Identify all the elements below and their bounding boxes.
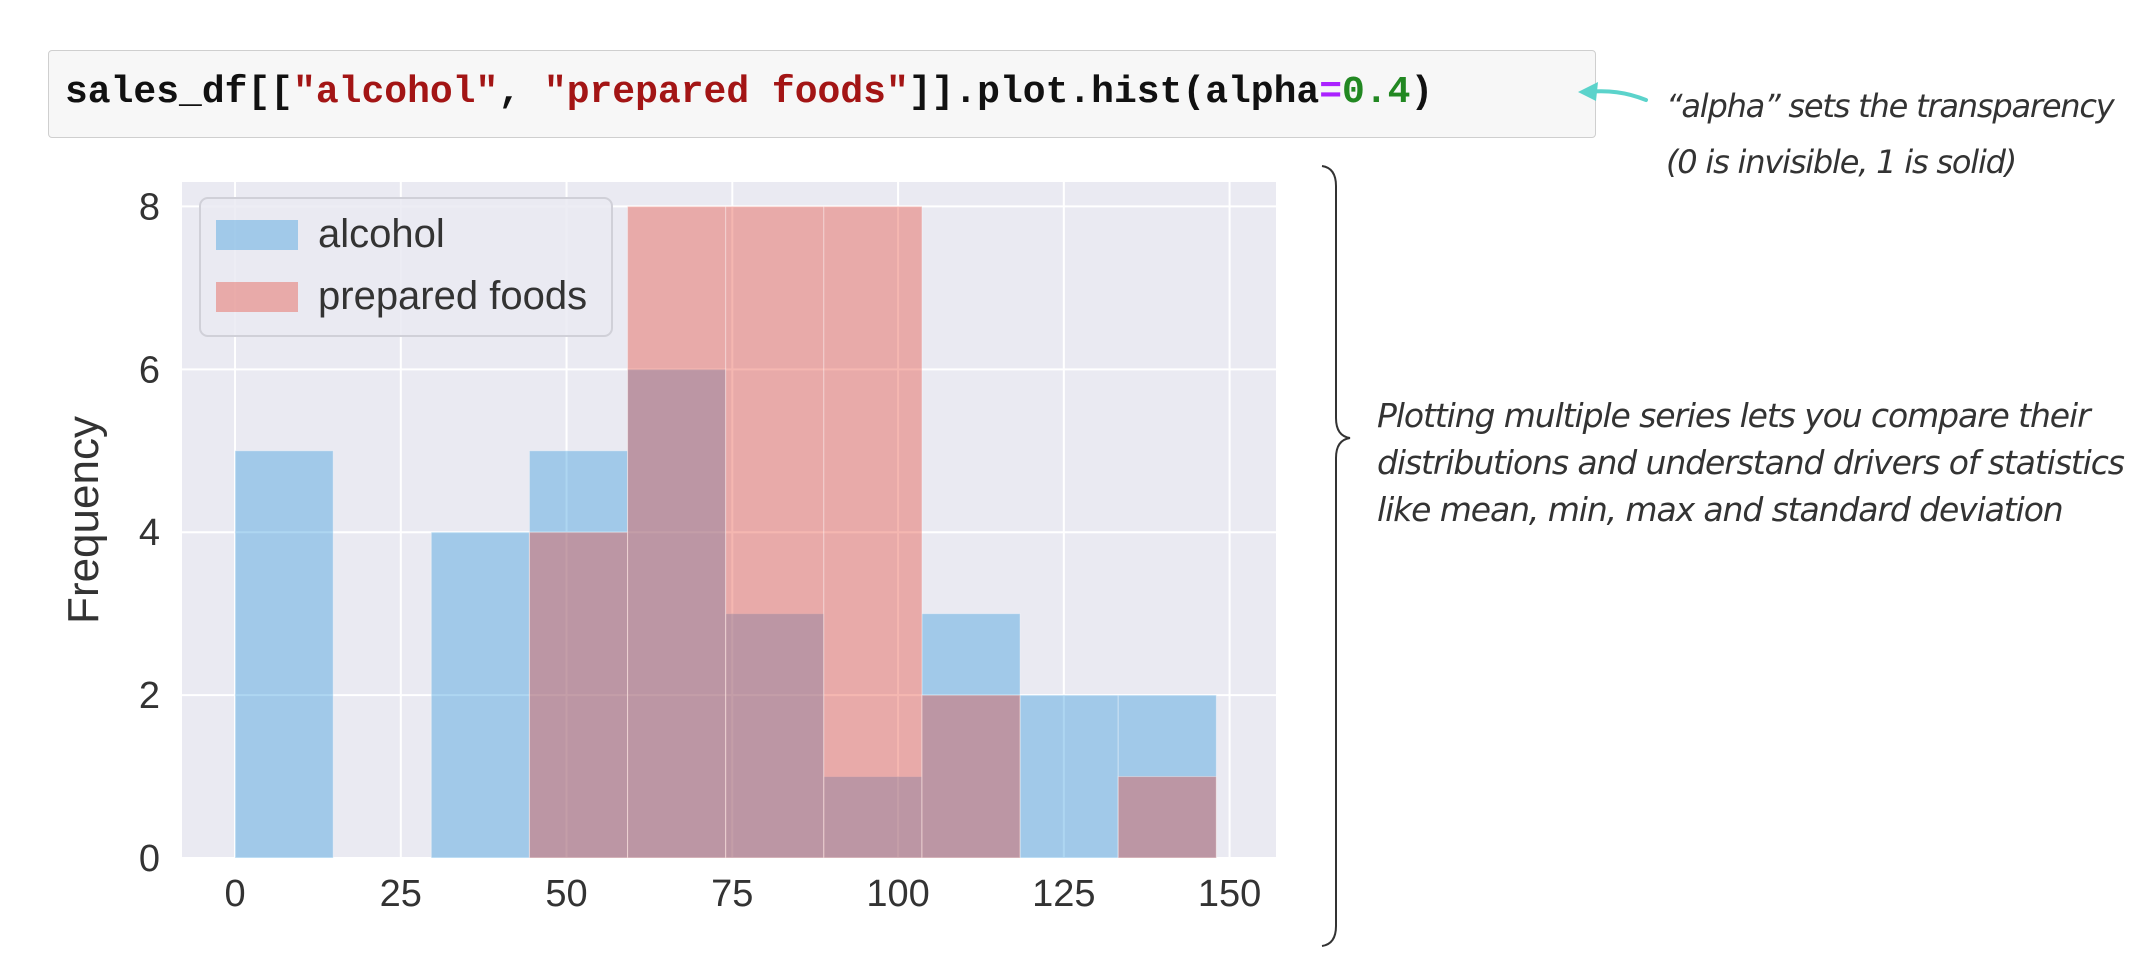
x-tick-label: 75 — [711, 873, 753, 915]
legend: alcohol prepared foods — [199, 197, 613, 337]
histogram-bar — [234, 450, 334, 859]
histogram-bar — [627, 368, 727, 859]
y-axis-ticks: 0 2 4 6 8 — [139, 186, 160, 880]
histogram-bar — [1117, 776, 1217, 859]
histogram-bar — [823, 776, 923, 859]
histogram-bar — [921, 613, 1021, 859]
code-method-call: ]].plot.hist( — [908, 71, 1206, 114]
legend-swatch — [216, 282, 298, 312]
y-tick-label: 6 — [139, 349, 160, 391]
alpha-note-line: (0 is invisible, 1 is solid) — [1666, 143, 2017, 181]
compare-note-line: Plotting multiple series lets you compar… — [1377, 396, 2091, 435]
histogram-bar — [921, 694, 1021, 859]
compare-note-line: like mean, min, max and standard deviati… — [1377, 490, 2064, 529]
code-close-paren: ) — [1410, 71, 1434, 114]
histogram-bar — [823, 205, 923, 859]
y-tick-label: 0 — [139, 838, 160, 880]
x-tick-label: 125 — [1032, 873, 1095, 915]
legend-swatch — [216, 220, 298, 250]
y-tick-label: 4 — [139, 512, 160, 554]
code-operator: = — [1319, 71, 1343, 114]
histogram-bar — [725, 613, 825, 859]
code-open-brackets: [[ — [247, 71, 294, 114]
histogram-bars — [234, 205, 1217, 859]
x-tick-label: 150 — [1198, 873, 1261, 915]
legend-label: alcohol — [318, 212, 445, 256]
x-tick-label: 50 — [545, 873, 587, 915]
y-tick-label: 8 — [139, 186, 160, 228]
histogram-bar — [1019, 694, 1119, 859]
teal-arrow-head-icon — [1578, 82, 1598, 101]
x-tick-label: 25 — [380, 873, 422, 915]
code-variable: sales_df — [65, 71, 248, 114]
code-separator: , — [498, 71, 544, 114]
x-tick-label: 0 — [224, 873, 245, 915]
histogram-bar — [1117, 694, 1217, 859]
histogram-bar — [528, 450, 629, 859]
histogram-bar — [528, 531, 629, 859]
code-number: 0.4 — [1342, 71, 1411, 114]
alpha-note-line: “alpha” sets the transparency — [1666, 87, 2115, 125]
code-cell[interactable]: sales_df[["alcohol", "prepared foods"]].… — [48, 50, 1596, 138]
compare-note-line: distributions and understand drivers of … — [1377, 443, 2125, 482]
legend-box — [199, 197, 613, 337]
code-line: sales_df[["alcohol", "prepared foods"]].… — [65, 71, 1433, 115]
y-tick-label: 2 — [139, 675, 160, 717]
x-axis-ticks: 0 25 50 75 100 125 150 — [224, 873, 1261, 915]
code-string-prepared-foods: "prepared foods" — [543, 71, 909, 114]
legend-label: prepared foods — [318, 274, 587, 318]
x-tick-label: 100 — [866, 873, 929, 915]
histogram-bar — [725, 205, 825, 859]
code-param-name: alpha — [1205, 71, 1320, 114]
alpha-note: “alpha” sets the transparency (0 is invi… — [1666, 78, 2115, 190]
histogram-bar — [430, 531, 530, 859]
y-axis-label: Frequency — [60, 416, 108, 624]
histogram-bar — [627, 205, 727, 859]
compare-note: Plotting multiple series lets you compar… — [1377, 392, 2125, 533]
histogram-chart: 0 25 50 75 100 125 150 0 2 4 6 8 alcohol prepared f… — [60, 182, 1276, 915]
curly-brace-icon — [1321, 165, 1351, 947]
code-string-alcohol: "alcohol" — [293, 71, 499, 114]
